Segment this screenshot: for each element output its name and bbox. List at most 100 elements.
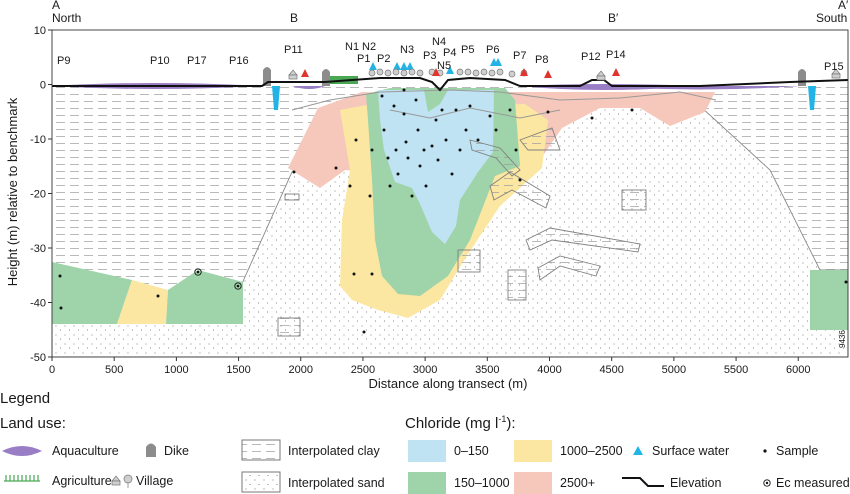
figure-number: 9436 <box>838 330 847 348</box>
label-p17: P17 <box>187 55 207 67</box>
legend-elevation: Elevation <box>670 476 721 490</box>
x-tick-label: 1000 <box>164 364 188 376</box>
label-p6: P6 <box>486 44 499 56</box>
sample-swatch <box>763 449 767 453</box>
chloride-zone-left-yellow <box>117 280 168 324</box>
section-a-prime: A′ <box>838 0 849 12</box>
section-labels: A North B B′ A′ South <box>52 0 849 25</box>
legend-c2: 150–1000 <box>454 476 510 490</box>
x-axis: 0 500 1000 1500 2000 2500 3000 3500 4000 4500 5000… <box>49 357 810 391</box>
label-p1: P1 <box>357 53 370 65</box>
surface-water-markers <box>369 58 502 74</box>
label-n3: N3 <box>400 44 414 56</box>
chloride-zone-left-green <box>52 262 132 324</box>
legend-title: Legend <box>0 390 50 407</box>
elevation-line <box>52 76 848 92</box>
clay-swatch <box>241 439 281 461</box>
surface-water-swatch <box>633 446 643 455</box>
legend-dike: Dike <box>164 444 189 458</box>
legend-sample: Sample <box>776 444 818 458</box>
y-axis: 10 0 -10 -20 -30 -40 -50 Height (m) relative t… <box>5 25 52 364</box>
ec-measured-points <box>194 268 242 290</box>
land-use-title: Land use: <box>0 415 66 432</box>
y-tick-label: -10 <box>30 134 46 146</box>
section-a: A <box>52 0 60 12</box>
chloride-0-150-swatch <box>408 440 446 462</box>
legend-clay: Interpolated clay <box>288 444 380 458</box>
x-tick-label: 0 <box>49 364 55 376</box>
chloride-1000-2500-swatch <box>514 440 552 462</box>
label-p12: P12 <box>581 51 601 63</box>
label-p11: P11 <box>284 44 303 56</box>
section-b-prime: B′ <box>608 11 619 25</box>
village-swatch <box>111 474 133 488</box>
chloride-zone-left-green-2 <box>166 270 243 324</box>
label-n2: N2 <box>362 41 376 53</box>
surface-water-left <box>272 86 280 110</box>
x-tick-label: 2500 <box>351 364 375 376</box>
dike-swatch <box>146 443 156 457</box>
label-p5: P5 <box>461 44 474 56</box>
y-tick-label: 0 <box>40 80 46 92</box>
agriculture-swatch <box>4 475 40 482</box>
dike-right <box>798 69 806 86</box>
legend-sand: Interpolated sand <box>288 476 385 490</box>
aquaculture-swatch <box>2 446 42 456</box>
y-tick-label: -30 <box>30 243 46 255</box>
label-n4: N4 <box>432 36 446 48</box>
y-axis-title: Height (m) relative to benchmark <box>5 97 20 286</box>
y-tick-label: -50 <box>30 352 46 364</box>
elevation-swatch <box>622 477 664 487</box>
section-a-prime-south: South <box>816 11 847 25</box>
x-tick-label: 5500 <box>724 364 748 376</box>
chloride-2500-swatch <box>514 472 552 494</box>
chloride-zone-0-150 <box>378 90 494 244</box>
legend-c4: 2500+ <box>560 476 595 490</box>
x-tick-label: 2000 <box>289 364 313 376</box>
sample-points <box>58 88 848 334</box>
label-n1: N1 <box>345 41 359 53</box>
legend-village: Village <box>136 474 173 488</box>
label-p2: P2 <box>377 53 390 65</box>
legend-c3: 1000–2500 <box>560 444 623 458</box>
label-p16: P16 <box>229 55 249 67</box>
ec-red-markers <box>301 68 620 78</box>
legend-agriculture: Agriculture <box>52 474 112 488</box>
section-b: B <box>290 11 298 25</box>
legend-surface-water: Surface water <box>652 444 729 458</box>
label-p15: P15 <box>824 61 844 73</box>
x-tick-label: 6000 <box>786 364 810 376</box>
plot-area <box>52 67 848 357</box>
sand-swatch <box>241 471 281 493</box>
y-tick-label: 10 <box>34 25 46 37</box>
x-tick-label: 3500 <box>475 364 499 376</box>
x-tick-label: 500 <box>105 364 123 376</box>
x-tick-label: 4500 <box>599 364 623 376</box>
label-p3: P3 <box>423 50 436 62</box>
x-axis-title: Distance along transect (m) <box>369 376 528 391</box>
label-p7: P7 <box>513 50 526 62</box>
point-labels: P9 P10 P17 P16 P11 N1 N2 P1 P2 N3 N4 P3 … <box>57 36 844 73</box>
chloride-zone-right-green <box>810 270 848 330</box>
x-tick-label: 1500 <box>226 364 250 376</box>
label-p14: P14 <box>606 49 626 61</box>
label-p4: P4 <box>443 47 456 59</box>
legend: Legend Land use: Aquaculture Dike Agricu… <box>0 390 850 494</box>
label-p8: P8 <box>535 54 548 66</box>
ec-swatch <box>763 479 771 487</box>
surface-water-right <box>808 86 816 110</box>
clay-lenses <box>277 127 647 337</box>
x-tick-label: 5000 <box>662 364 686 376</box>
section-a-north: North <box>52 11 81 25</box>
y-tick-label: -40 <box>30 298 46 310</box>
legend-c1: 0–150 <box>454 444 489 458</box>
chloride-150-1000-swatch <box>408 472 446 494</box>
legend-ec: Ec measured <box>776 476 850 490</box>
label-p10: P10 <box>150 55 170 67</box>
chloride-title: Chloride (mg l-1): <box>405 414 516 432</box>
label-n5: N5 <box>437 60 451 72</box>
legend-aquaculture: Aquaculture <box>52 444 119 458</box>
label-p9: P9 <box>57 55 70 67</box>
x-tick-label: 3000 <box>413 364 437 376</box>
x-tick-label: 4000 <box>537 364 561 376</box>
